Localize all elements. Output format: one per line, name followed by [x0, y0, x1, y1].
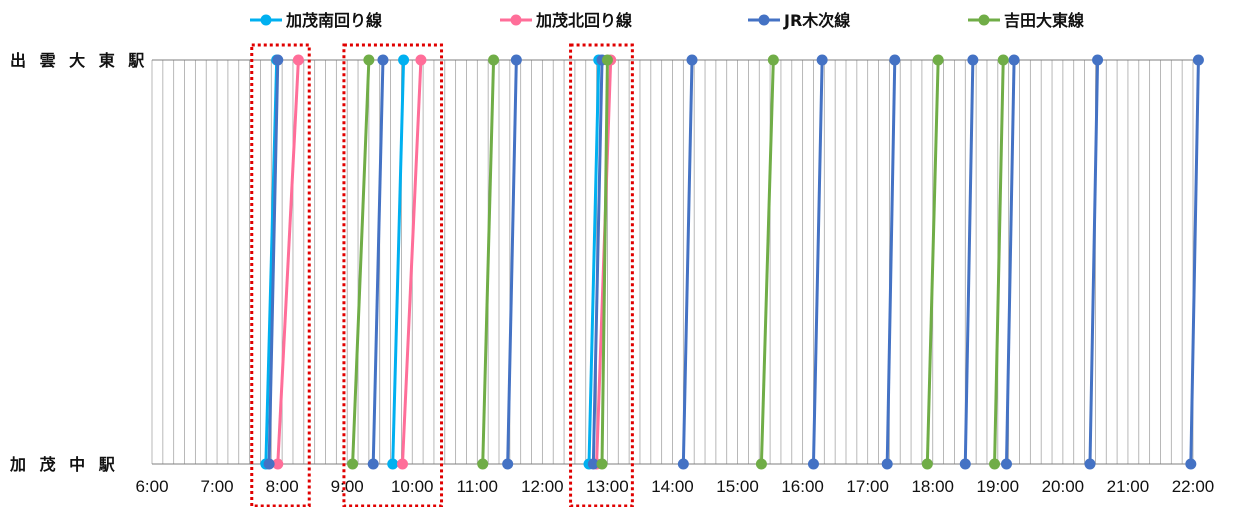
series-point [596, 458, 608, 470]
series-point [377, 54, 389, 66]
series-point [1185, 458, 1197, 470]
series-point [816, 54, 828, 66]
x-tick-label: 12:00 [521, 477, 564, 496]
series-point [1192, 54, 1204, 66]
legend-label: 加茂南回り線 [285, 11, 382, 30]
x-tick-label: 10:00 [391, 477, 434, 496]
legend-label: 加茂北回り線 [535, 11, 632, 30]
annotation-box [342, 43, 444, 507]
series-point [959, 458, 971, 470]
series-line [963, 59, 975, 465]
station-label: 加 茂 中 駅 [9, 455, 119, 474]
series-line [351, 59, 371, 465]
x-tick-label: 11:00 [457, 477, 498, 496]
series-line [591, 59, 604, 465]
series-point [396, 458, 408, 470]
series-line [925, 59, 940, 465]
series-point [807, 458, 819, 470]
series-line [759, 59, 775, 465]
grid-layer [151, 59, 1194, 465]
series-point [502, 458, 514, 470]
series-point [587, 458, 599, 470]
series-point [387, 458, 399, 470]
x-tick-label: 7:00 [201, 477, 234, 496]
legend-swatch-marker [978, 14, 990, 26]
series-line [1088, 59, 1100, 465]
series-layer [260, 54, 1204, 470]
station-label: 出 雲 大 東 駅 [10, 51, 148, 70]
series-point [510, 54, 522, 66]
x-tick-label: 18:00 [911, 477, 954, 496]
series-point [1092, 54, 1104, 66]
x-tick-label: 14:00 [651, 477, 694, 496]
series-point [477, 458, 489, 470]
x-tick-label: 8:00 [266, 477, 299, 496]
series-point [997, 54, 1009, 66]
x-tick-label: 21:00 [1107, 477, 1150, 496]
series-point [881, 458, 893, 470]
x-tick-label: 16:00 [781, 477, 824, 496]
legend-swatch-marker [758, 14, 770, 26]
series-point [921, 458, 933, 470]
series-point [1008, 54, 1020, 66]
series-line [600, 59, 609, 465]
series-point [272, 458, 284, 470]
series-point [347, 458, 359, 470]
series-line [371, 59, 385, 465]
x-tick-label: 17:00 [846, 477, 889, 496]
series-point [398, 54, 410, 66]
series-point [686, 54, 698, 66]
series-point [755, 458, 767, 470]
series-line [506, 59, 518, 465]
x-tick-label: 22:00 [1172, 477, 1215, 496]
series-point [367, 458, 379, 470]
legend-label: JR木次線 [783, 11, 850, 30]
series-point [767, 54, 779, 66]
annotation-layer [250, 43, 634, 507]
series-point [932, 54, 944, 66]
series-point [601, 54, 613, 66]
series-point [272, 54, 284, 66]
series-line [276, 59, 300, 465]
series-point [677, 458, 689, 470]
series-line [587, 59, 601, 465]
x-tick-label: 19:00 [977, 477, 1020, 496]
series-line [811, 59, 824, 465]
series-line [481, 59, 496, 465]
series-point [1084, 458, 1096, 470]
axis-layer: 6:00 7:00 8:00 9:00 10:00 11:00 12:00 13:00 14:0… [9, 51, 1214, 496]
series-point [363, 54, 375, 66]
series-point [415, 54, 427, 66]
series-point [889, 54, 901, 66]
legend-label: 吉田大東線 [1004, 11, 1084, 30]
series-line [681, 59, 694, 465]
x-tick-label: 20:00 [1042, 477, 1085, 496]
series-line [993, 59, 1005, 465]
series-line [391, 59, 406, 465]
series-point [989, 458, 1001, 470]
series-point [488, 54, 500, 66]
annotation-box [250, 43, 311, 507]
legend-swatch-marker [260, 14, 272, 26]
x-tick-label: 6:00 [135, 477, 168, 496]
series-point [1000, 458, 1012, 470]
x-tick-label: 9:00 [331, 477, 364, 496]
series-point [292, 54, 304, 66]
series-line [1004, 59, 1016, 465]
legend: 加茂南回り線 加茂北回り線 JR木次線 吉田大東線 [250, 11, 1084, 30]
series-line [1189, 59, 1200, 465]
series-line [400, 59, 423, 465]
series-point [263, 458, 275, 470]
series-point [967, 54, 979, 66]
annotation-box [569, 43, 634, 507]
x-tick-label: 15:00 [716, 477, 759, 496]
legend-swatch-marker [510, 14, 522, 26]
series-line [267, 59, 280, 465]
x-tick-label: 13:00 [586, 477, 629, 496]
series-line [885, 59, 897, 465]
